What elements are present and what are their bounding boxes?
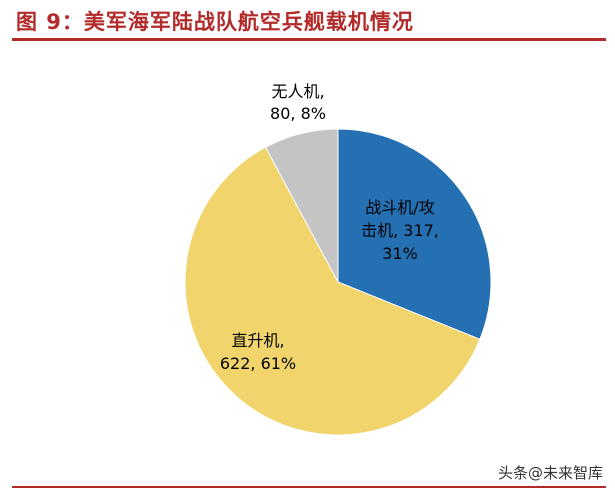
watermark: 头条@未来智库 xyxy=(497,464,603,482)
slice-label-line: 直升机, xyxy=(231,331,284,350)
title-divider xyxy=(12,38,606,41)
page-title: 图 9：美军海军陆战队航空兵舰载机情况 xyxy=(16,10,414,34)
pie-slice-3 xyxy=(264,128,339,283)
slice-label-line: 击机, 317, xyxy=(361,221,439,240)
bottom-divider xyxy=(12,486,606,488)
pie-slice-1 xyxy=(337,128,492,340)
slice-label-2: 直升机, 622, 61% xyxy=(220,331,296,373)
pie-slice-2 xyxy=(184,146,481,436)
slice-label-line: 31% xyxy=(382,244,418,263)
slice-label-line: 622, 61% xyxy=(220,354,296,373)
slice-label-line: 80, 8% xyxy=(270,104,326,123)
slice-label-3: 无人机, 80, 8% xyxy=(270,82,326,123)
slice-label-1: 战斗机/攻击机, 317, 31% xyxy=(361,198,439,263)
slice-label-line: 战斗机/攻 xyxy=(365,198,434,217)
slice-label-line: 无人机, xyxy=(271,82,324,101)
